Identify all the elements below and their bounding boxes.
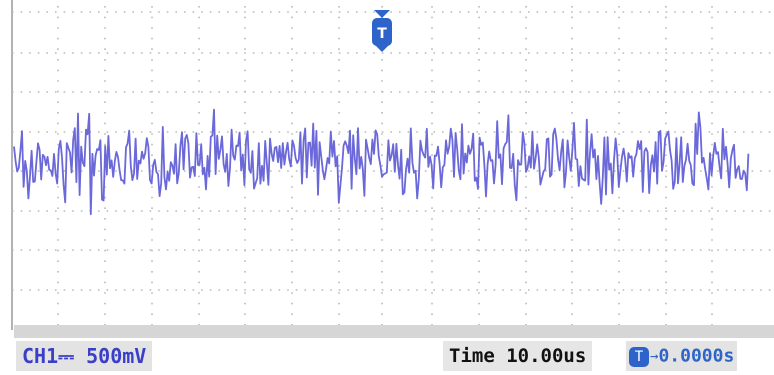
channel-scale-label[interactable]: CH1⎓ 500mV [16, 341, 153, 371]
graticule-grid [11, 0, 774, 330]
channel-scale-value: 500mV [86, 344, 147, 368]
trigger-position-marker[interactable]: T [372, 10, 392, 52]
trigger-offset-value: 0.0000s [658, 345, 735, 367]
dc-coupling-icon: ⎓ [58, 344, 75, 368]
arrow-right-icon: → [650, 348, 659, 365]
status-separator-bar [14, 325, 774, 338]
trigger-marker-label: T [377, 26, 387, 42]
timebase-title: Time [449, 345, 495, 367]
trigger-icon: T [629, 346, 649, 367]
timebase-value: 10.00us [506, 345, 587, 367]
ch1-trace-line [13, 108, 750, 216]
trigger-offset-readout[interactable]: T →0.0000s [626, 341, 738, 371]
waveform-display: T [11, 0, 774, 330]
channel-name: CH1 [22, 344, 59, 368]
timebase-label[interactable]: Time 10.00us [443, 341, 593, 371]
ch1-waveform-trace [13, 108, 750, 216]
